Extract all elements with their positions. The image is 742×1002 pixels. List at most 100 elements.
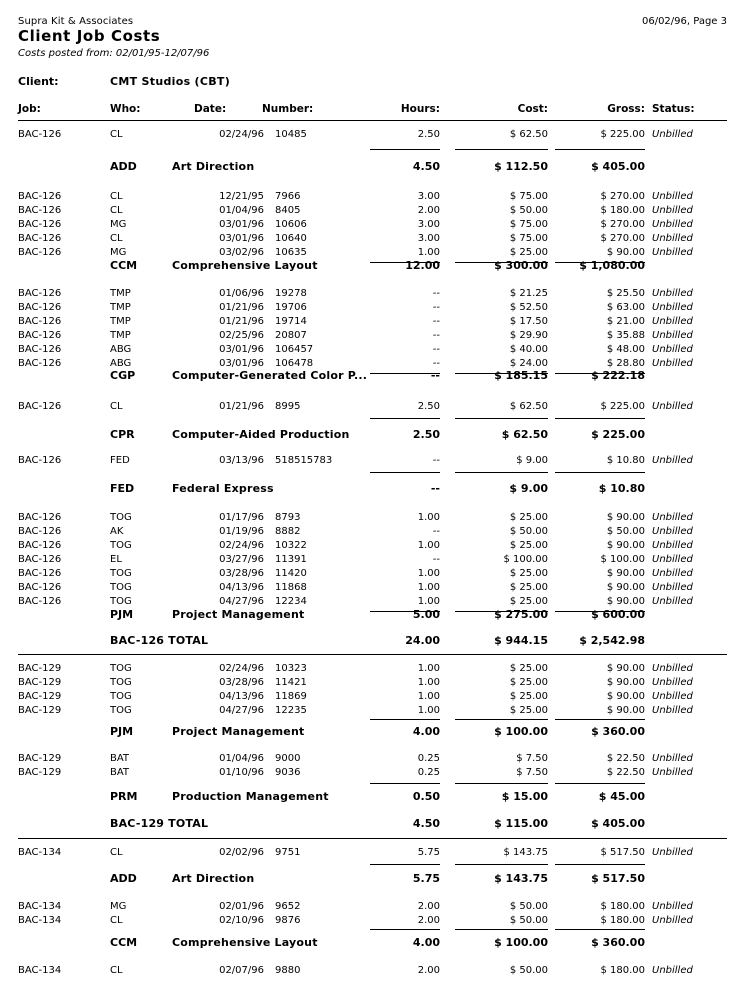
cell-number: 9876: [275, 915, 301, 926]
table-row[interactable]: BAC-126 ABG 03/01/96 106457 -- $ 40.00 $ 48.00…: [0, 344, 742, 358]
cell-number: 9880: [275, 965, 301, 976]
cell-job: BAC-129: [18, 691, 62, 702]
subtotal-code: CPR: [110, 428, 135, 441]
cell-date: 02/01/96: [219, 901, 264, 912]
job-total-row: BAC-126 TOTAL 24.00 $ 944.15 $ 2,542.98: [0, 634, 742, 650]
table-row[interactable]: BAC-134 MG 02/01/96 9652 2.00 $ 50.00 $ 180.00…: [0, 901, 742, 915]
cell-number: 11869: [275, 691, 307, 702]
table-row[interactable]: BAC-126 MG 03/02/96 10635 1.00 $ 25.00 $ 90.00…: [0, 247, 742, 261]
cell-gross: $ 90.00: [606, 691, 645, 702]
table-row[interactable]: BAC-126 CL 03/01/96 10640 3.00 $ 75.00 $ 270.0…: [0, 233, 742, 247]
status-badge: Unbilled: [652, 767, 693, 778]
column-header-status: Status:: [652, 103, 695, 115]
report-subtitle: Costs posted from: 02/01/95-12/07/96: [18, 48, 210, 59]
status-badge: Unbilled: [652, 344, 693, 355]
subtotal-description: Art Direction: [172, 160, 255, 173]
table-row[interactable]: BAC-126 TOG 03/28/96 11420 1.00 $ 25.00 $ 90.0…: [0, 568, 742, 582]
table-row[interactable]: BAC-126 TMP 02/25/96 20807 -- $ 29.90 $ 35.88 U…: [0, 330, 742, 344]
subtotal-rule-gross: [555, 929, 645, 930]
cell-date: 03/27/96: [219, 554, 264, 565]
subtotal-row: CCM Comprehensive Layout 12.00 $ 300.00 $ 1,…: [0, 259, 742, 275]
cell-gross: $ 90.00: [606, 512, 645, 523]
cell-job: BAC-126: [18, 540, 62, 551]
status-badge: Unbilled: [652, 455, 693, 466]
table-row[interactable]: BAC-129 TOG 02/24/96 10323 1.00 $ 25.00 $ 90.0…: [0, 663, 742, 677]
table-row[interactable]: BAC-126 AK 01/19/96 8882 -- $ 50.00 $ 50.00 Unb…: [0, 526, 742, 540]
table-row[interactable]: BAC-126 TOG 04/13/96 11868 1.00 $ 25.00 $ 90.0…: [0, 582, 742, 596]
cell-job: BAC-126: [18, 401, 62, 412]
cell-hours: 2.00: [417, 915, 440, 926]
cell-number: 10485: [275, 129, 307, 140]
cell-cost: $ 62.50: [509, 401, 548, 412]
cell-cost: $ 9.00: [516, 455, 548, 466]
subtotal-rule-hours: [370, 864, 440, 865]
status-badge: Unbilled: [652, 205, 693, 216]
status-badge: Unbilled: [652, 512, 693, 523]
table-row[interactable]: BAC-126 FED 03/13/96 518515783 -- $ 9.00 $ 10.…: [0, 455, 742, 469]
table-row[interactable]: BAC-129 TOG 04/13/96 11869 1.00 $ 25.00 $ 90.0…: [0, 691, 742, 705]
cell-who: CL: [110, 847, 123, 858]
table-row[interactable]: BAC-126 CL 12/21/95 7966 3.00 $ 75.00 $ 270.00…: [0, 191, 742, 205]
cell-hours: --: [432, 302, 440, 313]
table-row[interactable]: BAC-126 CL 02/24/96 10485 2.50 $ 62.50 $ 225.0…: [0, 129, 742, 143]
table-row[interactable]: BAC-126 TMP 01/21/96 19714 -- $ 17.50 $ 21.00 U…: [0, 316, 742, 330]
cell-date: 02/24/96: [219, 540, 264, 551]
table-row[interactable]: BAC-134 CL 02/07/96 9880 2.00 $ 50.00 $ 180.00…: [0, 965, 742, 979]
cell-gross: $ 50.00: [606, 526, 645, 537]
cell-date: 01/10/96: [219, 767, 264, 778]
subtotal-code: FED: [110, 482, 135, 495]
status-badge: Unbilled: [652, 288, 693, 299]
table-row[interactable]: BAC-129 TOG 04/27/96 12235 1.00 $ 25.00 $ 90.0…: [0, 705, 742, 719]
column-header-number: Number:: [262, 103, 314, 115]
subtotal-row: CGP Computer-Generated Color P... -- $ 185.…: [0, 369, 742, 385]
cell-cost: $ 75.00: [509, 219, 548, 230]
subtotal-cost: $ 275.00: [494, 608, 548, 621]
cell-number: 11391: [275, 554, 307, 565]
column-header-hours: Hours:: [400, 103, 440, 115]
table-row[interactable]: BAC-134 CL 02/10/96 9876 2.00 $ 50.00 $ 180.00…: [0, 915, 742, 929]
subtotal-rule-hours: [370, 719, 440, 720]
cell-date: 04/13/96: [219, 691, 264, 702]
subtotal-hours: 4.00: [412, 936, 440, 949]
table-row[interactable]: BAC-126 EL 03/27/96 11391 -- $ 100.00 $ 100.00…: [0, 554, 742, 568]
cell-job: BAC-126: [18, 288, 62, 299]
cell-gross: $ 28.80: [606, 358, 645, 369]
subtotal-gross: $ 360.00: [591, 936, 645, 949]
status-badge: Unbilled: [652, 358, 693, 369]
table-row[interactable]: BAC-126 TOG 04/27/96 12234 1.00 $ 25.00 $ 90.0…: [0, 596, 742, 610]
cell-job: BAC-134: [18, 901, 62, 912]
cell-hours: 0.25: [417, 753, 440, 764]
column-header-cost: Cost:: [517, 103, 548, 115]
subtotal-rule-hours: [370, 373, 440, 374]
cell-who: TOG: [110, 568, 132, 579]
table-row[interactable]: BAC-129 BAT 01/04/96 9000 0.25 $ 7.50 $ 22.50 U…: [0, 753, 742, 767]
cell-hours: 2.50: [417, 129, 440, 140]
cell-who: CL: [110, 205, 123, 216]
table-row[interactable]: BAC-126 TOG 01/17/96 8793 1.00 $ 25.00 $ 90.00…: [0, 512, 742, 526]
table-row[interactable]: BAC-134 CL 02/02/96 9751 5.75 $ 143.75 $ 517.5…: [0, 847, 742, 861]
cell-number: 12234: [275, 596, 307, 607]
table-row[interactable]: BAC-126 TMP 01/06/96 19278 -- $ 21.25 $ 25.50 U…: [0, 288, 742, 302]
subtotal-gross: $ 405.00: [591, 160, 645, 173]
cell-gross: $ 225.00: [600, 401, 645, 412]
table-row[interactable]: BAC-126 MG 03/01/96 10606 3.00 $ 75.00 $ 270.0…: [0, 219, 742, 233]
page-info: 06/02/96, Page 3: [641, 16, 727, 27]
subtotal-description: Project Management: [172, 725, 305, 738]
cell-who: EL: [110, 554, 122, 565]
subtotal-gross: $ 600.00: [591, 608, 645, 621]
table-row[interactable]: BAC-126 TMP 01/21/96 19706 -- $ 52.50 $ 63.00 U…: [0, 302, 742, 316]
status-badge: Unbilled: [652, 219, 693, 230]
subtotal-cost: $ 9.00: [509, 482, 548, 495]
table-row[interactable]: BAC-126 ABG 03/01/96 106478 -- $ 24.00 $ 28.80…: [0, 358, 742, 372]
table-row[interactable]: BAC-129 BAT 01/10/96 9036 0.25 $ 7.50 $ 22.50 U…: [0, 767, 742, 781]
table-row[interactable]: BAC-129 TOG 03/28/96 11421 1.00 $ 25.00 $ 90.0…: [0, 677, 742, 691]
table-row[interactable]: BAC-126 TOG 02/24/96 10322 1.00 $ 25.00 $ 90.0…: [0, 540, 742, 554]
cell-number: 10322: [275, 540, 307, 551]
cell-date: 01/19/96: [219, 526, 264, 537]
table-row[interactable]: BAC-126 CL 01/04/96 8405 2.00 $ 50.00 $ 180.00…: [0, 205, 742, 219]
cell-job: BAC-126: [18, 233, 62, 244]
subtotal-rule-hours: [370, 611, 440, 612]
subtotal-rule-hours: [370, 262, 440, 263]
table-row[interactable]: BAC-126 CL 01/21/96 8995 2.50 $ 62.50 $ 225.00…: [0, 401, 742, 415]
